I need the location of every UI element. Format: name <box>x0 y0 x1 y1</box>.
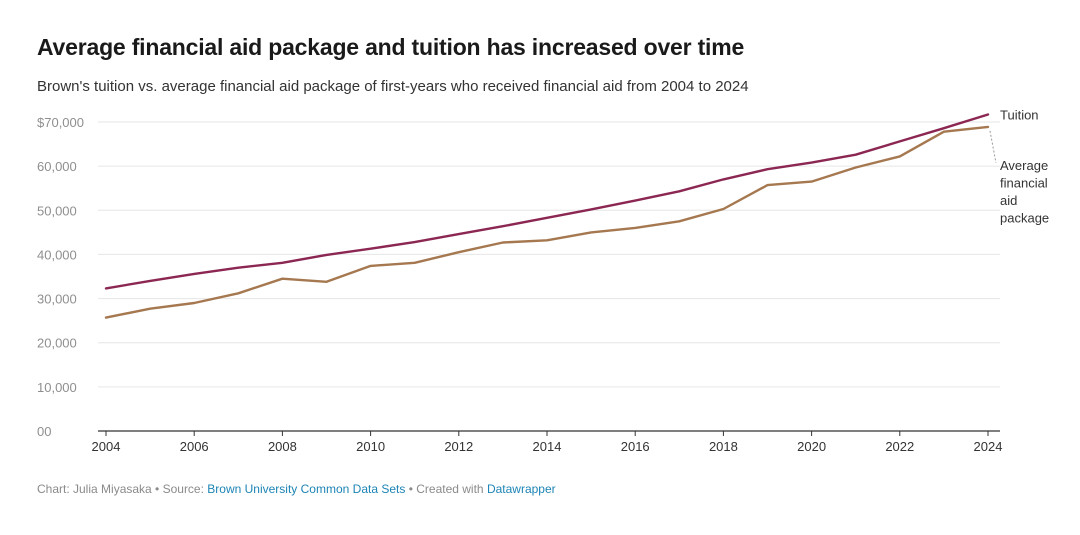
chart-title: Average financial aid package and tuitio… <box>37 34 745 60</box>
series-line-aid <box>104 125 990 319</box>
y-tick-label: $70,000 <box>37 115 84 130</box>
footer-source-link[interactable]: Brown University Common Data Sets <box>207 482 406 496</box>
footer-credit: Chart: Julia Miyasaka <box>37 482 152 496</box>
x-tick-label: 2022 <box>885 439 914 454</box>
y-tick-label: 20,000 <box>37 336 77 351</box>
series-label-aid-line: Average <box>1000 158 1048 173</box>
series-label-aid: Average financial aid package <box>1000 158 1049 226</box>
series-label-aid-line: package <box>1000 211 1049 226</box>
x-tick-label: 2004 <box>92 439 121 454</box>
y-tick-label: 60,000 <box>37 159 77 174</box>
y-tick-label: 00 <box>37 424 51 439</box>
aid-label-connector <box>989 130 997 163</box>
y-axis-ticks: $70,000 60,000 50,000 40,000 30,000 20,000 10,… <box>37 115 84 439</box>
x-tick-label: 2012 <box>444 439 473 454</box>
x-tick-label: 2018 <box>709 439 738 454</box>
x-tick-label: 2008 <box>268 439 297 454</box>
footer-sep-tool: • Created with <box>405 482 487 496</box>
x-tick-label: 2024 <box>974 439 1003 454</box>
y-tick-label: 50,000 <box>37 203 77 218</box>
x-tick-label: 2016 <box>621 439 650 454</box>
x-tick-label: 2006 <box>180 439 209 454</box>
footer-tool-link[interactable]: Datawrapper <box>486 482 556 496</box>
series-label-aid-line: aid <box>1000 193 1017 208</box>
series-label-aid-line: financial <box>1000 176 1048 191</box>
y-tick-label: 40,000 <box>37 247 77 262</box>
x-tick-label: 2010 <box>356 439 385 454</box>
series-lines <box>104 113 990 319</box>
x-axis: 2004 2006 2008 2010 2012 2014 2016 2018 2020 2022… <box>92 430 1003 454</box>
chart-subtitle: Brown's tuition vs. average financial ai… <box>37 78 749 95</box>
y-tick-label: 30,000 <box>37 292 77 307</box>
gridlines <box>98 121 1000 388</box>
footer-sep-source: • Source: <box>151 482 208 496</box>
series-labels: Tuition Average financial aid package <box>989 107 1049 226</box>
x-tick-label: 2020 <box>797 439 826 454</box>
chart-footer: Chart: Julia Miyasaka • Source: Brown Un… <box>37 482 556 496</box>
series-label-tuition: Tuition <box>1000 107 1039 122</box>
x-tick-label: 2014 <box>533 439 562 454</box>
series-line-tuition <box>104 113 990 290</box>
y-tick-label: 10,000 <box>37 380 77 395</box>
